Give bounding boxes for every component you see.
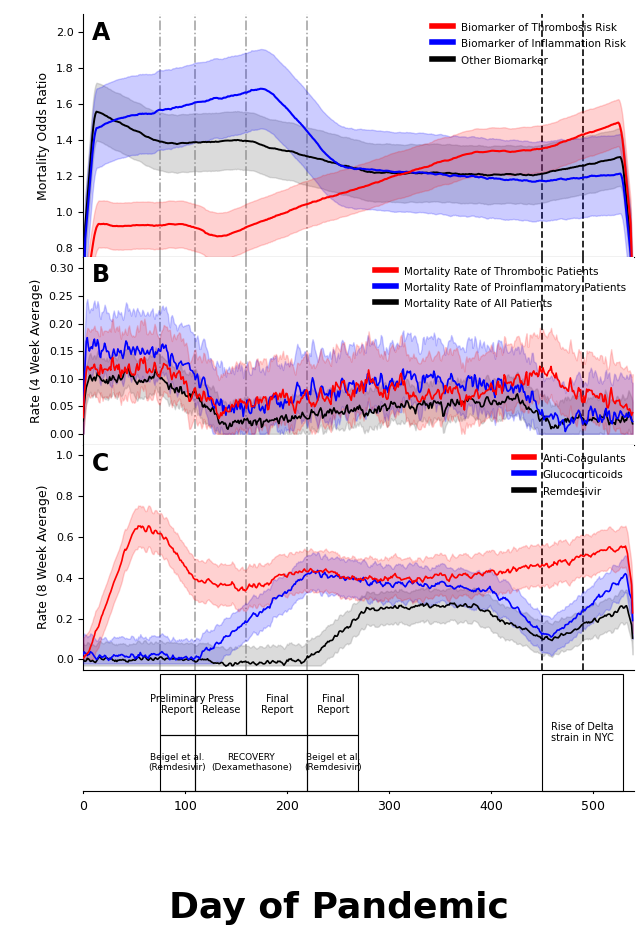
Text: Beigel et al.
(Remdesivir): Beigel et al. (Remdesivir) — [304, 753, 362, 772]
Text: A: A — [92, 21, 109, 46]
Text: C: C — [92, 452, 109, 475]
Text: 100: 100 — [173, 800, 197, 813]
Text: 200: 200 — [275, 800, 299, 813]
Text: RECOVERY
(Dexamethasone): RECOVERY (Dexamethasone) — [211, 753, 292, 772]
Text: 500: 500 — [581, 800, 605, 813]
Text: Day of Pandemic: Day of Pandemic — [169, 891, 509, 925]
Text: Final
Report: Final Report — [260, 694, 293, 715]
Text: Preliminary
Report: Preliminary Report — [150, 694, 205, 715]
Text: Rise of Delta
strain in NYC: Rise of Delta strain in NYC — [551, 722, 614, 743]
Text: Beigel et al.
(Remdesivir): Beigel et al. (Remdesivir) — [148, 753, 206, 772]
Text: 300: 300 — [377, 800, 401, 813]
Text: Final
Report: Final Report — [317, 694, 349, 715]
Text: 400: 400 — [479, 800, 503, 813]
Text: B: B — [92, 263, 109, 287]
Y-axis label: Mortality Odds Ratio: Mortality Odds Ratio — [37, 72, 50, 200]
Text: 0: 0 — [79, 800, 87, 813]
Legend: Mortality Rate of Thrombotic Patients, Mortality Rate of Proinflammatory Patient: Mortality Rate of Thrombotic Patients, M… — [373, 262, 628, 312]
Y-axis label: Rate (4 Week Average): Rate (4 Week Average) — [30, 279, 43, 423]
Legend: Anti-Coagulants, Glucocorticoids, Remdesivir: Anti-Coagulants, Glucocorticoids, Remdes… — [511, 450, 628, 499]
Legend: Biomarker of Thrombosis Risk, Biomarker of Inflammation Risk, Other Biomarker: Biomarker of Thrombosis Risk, Biomarker … — [430, 20, 628, 69]
Y-axis label: Rate (8 Week Average): Rate (8 Week Average) — [37, 485, 50, 630]
Text: Press
Release: Press Release — [202, 694, 240, 715]
